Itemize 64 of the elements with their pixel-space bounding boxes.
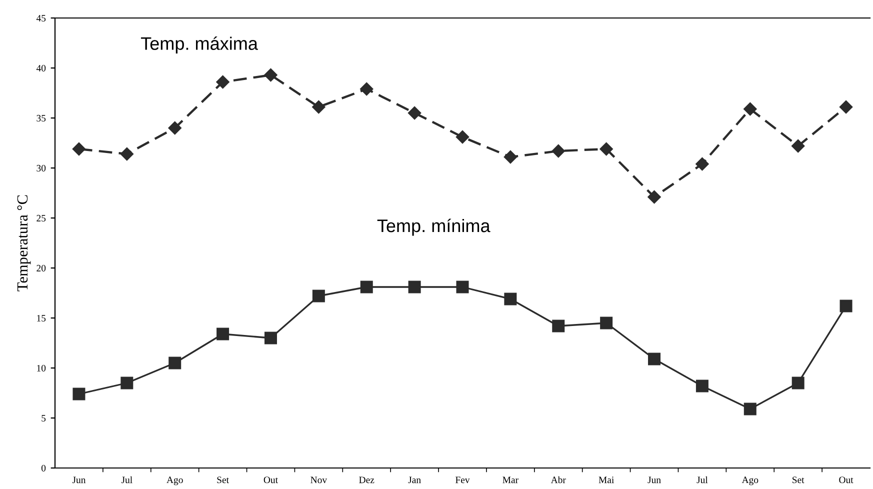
y-tick-label: 0 bbox=[41, 464, 46, 472]
point bbox=[552, 144, 565, 158]
point bbox=[552, 320, 565, 332]
point bbox=[456, 280, 469, 294]
y-tick-label: 40 bbox=[36, 64, 46, 72]
point bbox=[648, 190, 661, 204]
x-tick-label: Out bbox=[839, 476, 854, 484]
point bbox=[504, 150, 518, 164]
y-tick-label: 5 bbox=[42, 415, 46, 422]
point bbox=[408, 106, 422, 120]
x-tick-label: Set bbox=[217, 476, 229, 484]
x-tick-label: Ago bbox=[166, 476, 183, 486]
x-tick-label: Nov bbox=[310, 476, 328, 484]
x-tick-label: Set bbox=[792, 476, 804, 484]
point bbox=[456, 130, 470, 144]
x-tick-label: Abr bbox=[550, 476, 566, 484]
x-tick-label: Dez bbox=[359, 476, 374, 484]
x-tick-label: Mai bbox=[598, 476, 614, 484]
point bbox=[648, 352, 661, 366]
point bbox=[120, 147, 134, 161]
point bbox=[312, 290, 325, 302]
point bbox=[792, 376, 804, 390]
point bbox=[840, 300, 852, 312]
series-label: Temp. máxima bbox=[140, 36, 258, 54]
point bbox=[744, 102, 757, 116]
point bbox=[264, 68, 278, 82]
y-tick-label: 15 bbox=[37, 314, 46, 322]
y-tick-label: 20 bbox=[36, 264, 46, 272]
x-tick-label: Ago bbox=[742, 476, 758, 486]
point bbox=[72, 388, 86, 400]
x-tick-label: Jul bbox=[121, 476, 132, 484]
point bbox=[264, 332, 277, 344]
y-tick-label: 35 bbox=[36, 114, 46, 122]
point bbox=[839, 100, 853, 114]
point bbox=[792, 139, 805, 153]
point bbox=[408, 280, 421, 294]
point bbox=[696, 380, 708, 392]
point bbox=[360, 82, 374, 96]
point bbox=[696, 157, 709, 171]
x-tick-label: Mar bbox=[502, 476, 518, 484]
point bbox=[744, 402, 756, 416]
y-axis-title: Temperatura °C bbox=[17, 195, 31, 292]
x-tick-label: Jun bbox=[648, 476, 661, 484]
x-tick-label: Out bbox=[264, 476, 278, 484]
y-tick-label: 30 bbox=[36, 164, 46, 172]
x-tick-label: Jan bbox=[408, 476, 421, 484]
point bbox=[168, 356, 182, 370]
point bbox=[216, 75, 230, 89]
point bbox=[216, 328, 230, 340]
y-tick-label: 45 bbox=[36, 14, 46, 22]
point bbox=[120, 376, 134, 390]
text: Temp. mínima bbox=[377, 218, 490, 236]
x-tick-label: Fev bbox=[455, 476, 470, 484]
point bbox=[600, 142, 613, 156]
point bbox=[168, 121, 182, 135]
point bbox=[312, 100, 326, 114]
x-tick-label: Jul bbox=[696, 476, 708, 484]
point bbox=[600, 316, 613, 330]
y-tick-label: 25 bbox=[36, 214, 46, 222]
point bbox=[504, 292, 517, 306]
x-tick-label: Jun bbox=[72, 476, 86, 484]
point bbox=[72, 142, 86, 156]
y-tick-label: 10 bbox=[37, 364, 46, 372]
point bbox=[360, 280, 373, 294]
